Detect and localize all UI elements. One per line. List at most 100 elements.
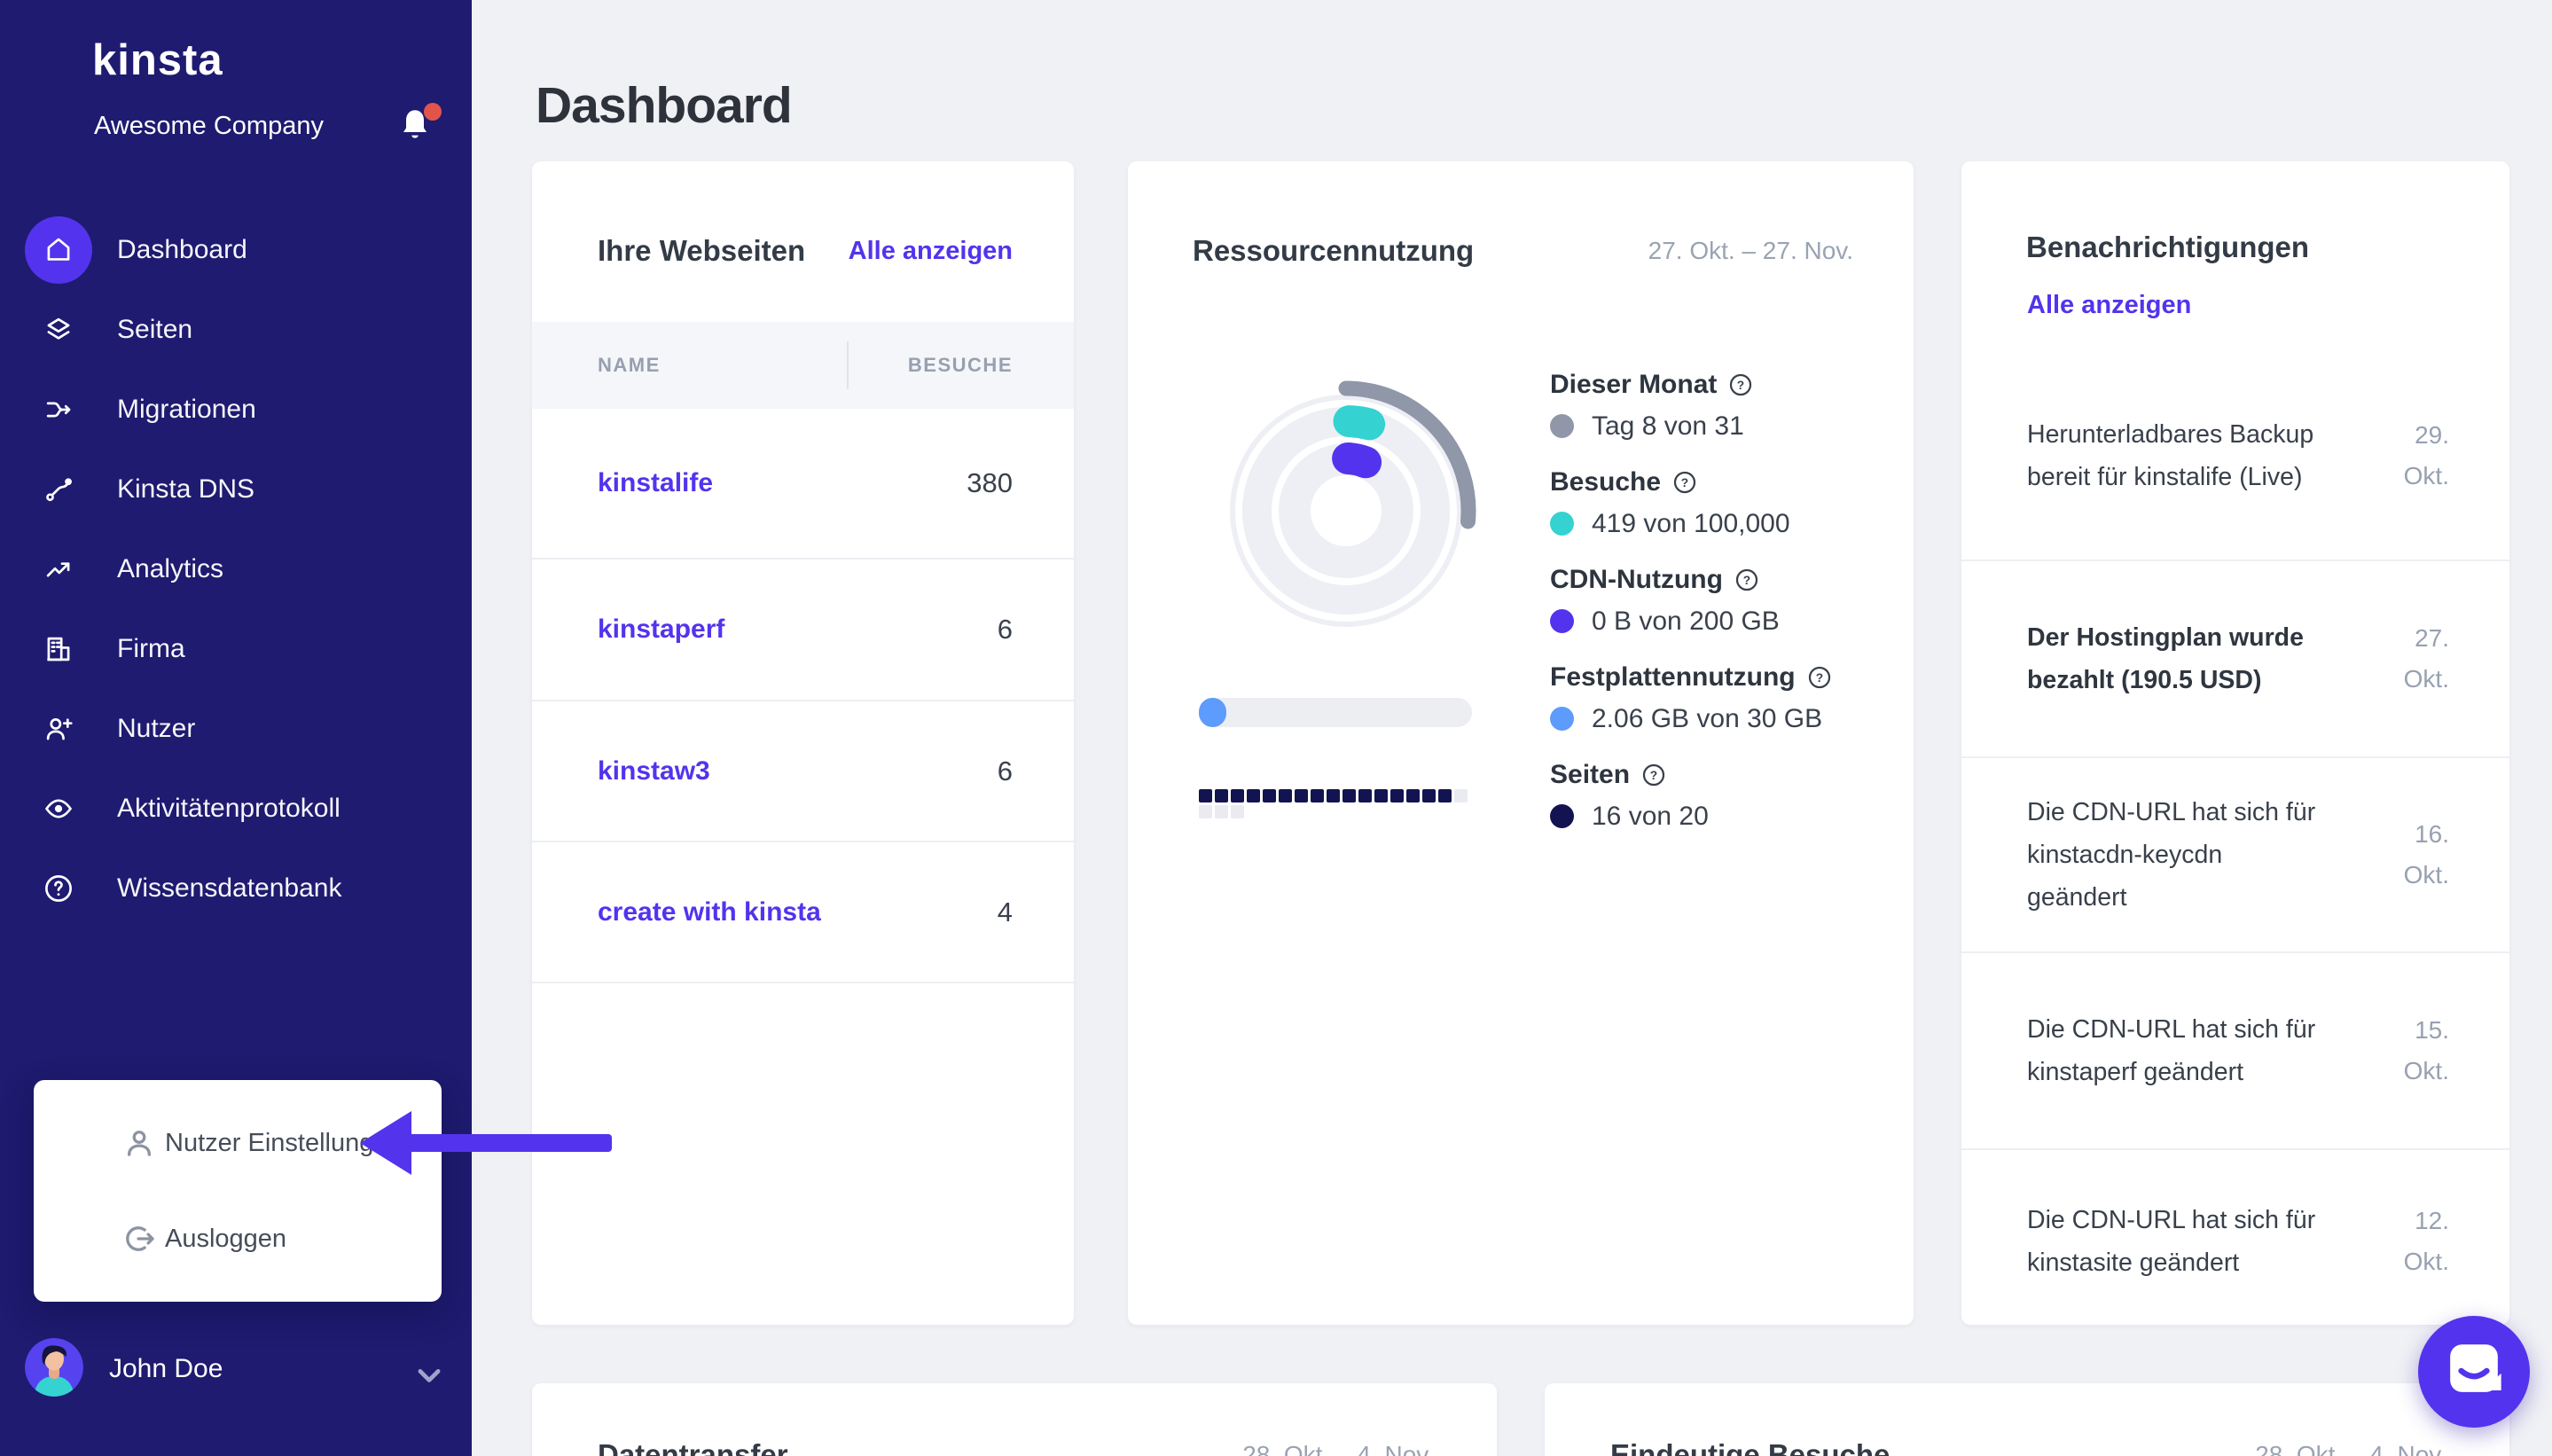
current-user-row[interactable]: John Doe (0, 1335, 472, 1419)
chevron-down-icon[interactable] (410, 1356, 449, 1399)
sidebar-item-migrationen[interactable]: Migrationen (0, 370, 472, 450)
notification-text: Die CDN-URL hat sich für kinstasite geän… (2027, 1205, 2316, 1277)
notifications-view-all-link[interactable]: Alle anzeigen (2027, 291, 2192, 319)
notification-text: Die CDN-URL hat sich für kinstacdn-keycd… (2027, 798, 2316, 912)
data-transfer-card: Datentransfer 28. Okt. – 4. Nov. (532, 1383, 1497, 1456)
site-visits: 4 (997, 896, 1013, 928)
site-link[interactable]: create with kinsta (598, 896, 821, 927)
legend-label: Besuche (1550, 466, 1662, 497)
notifications-bell-button[interactable] (394, 103, 443, 156)
legend-value: Tag 8 von 31 (1592, 411, 1744, 441)
sidebar-item-seiten[interactable]: Seiten (0, 290, 472, 370)
table-row[interactable]: kinstaw3 6 (532, 701, 1074, 842)
page-title: Dashboard (536, 77, 793, 135)
sidebar-item-wissensdatenbank[interactable]: Wissensdatenbank (0, 849, 472, 928)
notification-date: 16. Okt. (2403, 820, 2449, 888)
company-icon (25, 615, 92, 683)
disk-usage-fill (1199, 698, 1226, 727)
site-link[interactable]: kinstaw3 (598, 755, 710, 786)
logout-menu-item[interactable]: Ausloggen (34, 1199, 442, 1279)
visits-card-title: Eindeutige Besuche (1610, 1438, 1891, 1456)
migrations-icon (25, 376, 92, 443)
legend-label: CDN-Nutzung (1550, 564, 1723, 594)
svg-text:?: ? (1743, 574, 1750, 587)
site-visits: 6 (997, 755, 1013, 787)
sidebar-item-label: Firma (117, 634, 185, 663)
legend-cdn-nutzung: CDN-Nutzung ? 0 B von 200 GB (1550, 559, 1833, 642)
help-icon[interactable]: ? (1727, 372, 1754, 398)
sidebar: kinsta Awesome Company Dashboard Seiten (0, 0, 472, 1456)
site-visits: 380 (967, 467, 1013, 498)
help-icon[interactable]: ? (1734, 567, 1760, 593)
legend-dieser-monat: Dieser Monat ? Tag 8 von 31 (1550, 364, 1833, 447)
help-icon[interactable]: ? (1640, 762, 1667, 788)
legend-dot (1550, 512, 1574, 536)
cdn-arc (1332, 442, 1382, 479)
notifications-list: Herunterladbares Backup bereit für kinst… (1961, 351, 2509, 1332)
sidebar-item-kinsta-dns[interactable]: Kinsta DNS (0, 450, 472, 529)
logout-icon (126, 1226, 154, 1251)
help-icon[interactable]: ? (1671, 469, 1698, 496)
sidebar-item-aktivitaetenprotokoll[interactable]: Aktivitätenprotokoll (0, 769, 472, 849)
legend-dot (1550, 414, 1574, 438)
notification-item[interactable]: Die CDN-URL hat sich für kinstaperf geän… (1961, 953, 2509, 1150)
site-link[interactable]: kinstalife (598, 468, 714, 497)
logout-label: Ausloggen (165, 1224, 287, 1253)
kinsta-logo: kinsta (92, 36, 223, 84)
home-icon (25, 216, 92, 284)
visits-arc (1333, 405, 1386, 441)
add-user-icon (25, 695, 92, 763)
site-link[interactable]: kinstaperf (598, 614, 725, 644)
pages-squares (1199, 789, 1476, 818)
svg-text:?: ? (1737, 379, 1744, 392)
bell-icon (394, 110, 436, 153)
month-arc (1338, 380, 1476, 529)
notification-item[interactable]: Der Hostingplan wurde bezahlt (190.5 USD… (1961, 561, 2509, 758)
usage-donut-chart (1230, 380, 1476, 627)
sidebar-item-firma[interactable]: Firma (0, 609, 472, 689)
table-row[interactable]: kinstalife 380 (532, 409, 1074, 560)
avatar (25, 1338, 83, 1397)
notification-item[interactable]: Herunterladbares Backup bereit für kinst… (1961, 351, 2509, 561)
user-settings-menu-item[interactable]: Nutzer Einstellungen (34, 1103, 442, 1183)
sidebar-item-label: Aktivitätenprotokoll (117, 794, 341, 823)
notification-date: 15. Okt. (2403, 1016, 2449, 1084)
question-circle-icon (25, 855, 92, 922)
transfer-card-title: Datentransfer (598, 1438, 788, 1456)
legend-label: Festplattennutzung (1550, 661, 1796, 692)
user-name: John Doe (109, 1354, 223, 1383)
chat-fab-button[interactable] (2418, 1316, 2530, 1428)
table-row[interactable]: create with kinsta 4 (532, 842, 1074, 983)
notification-item[interactable]: Die CDN-URL hat sich für kinstacdn-keycd… (1961, 758, 2509, 953)
table-row[interactable]: kinstaperf 6 (532, 560, 1074, 701)
websites-card: Ihre Webseiten Alle anzeigen NAME BESUCH… (532, 161, 1074, 1325)
svg-text:?: ? (1815, 671, 1822, 685)
site-visits: 6 (997, 614, 1013, 645)
help-icon[interactable]: ? (1806, 664, 1833, 691)
visits-date-range: 28. Okt. – 4. Nov. (2255, 1441, 2446, 1456)
resources-date-range: 27. Okt. – 27. Nov. (1648, 237, 1853, 264)
notifications-card-title: Benachrichtigungen (2026, 231, 2310, 263)
notification-text: Die CDN-URL hat sich für kinstaperf geän… (2027, 1015, 2316, 1086)
resources-card-title: Ressourcennutzung (1193, 234, 1475, 267)
notification-item[interactable]: Die CDN-URL hat sich für kinstasite geän… (1961, 1150, 2509, 1332)
websites-view-all-link[interactable]: Alle anzeigen (848, 236, 1013, 265)
sidebar-item-analytics[interactable]: Analytics (0, 529, 472, 609)
notification-date: 27. Okt. (2403, 624, 2449, 693)
unique-visits-card: Eindeutige Besuche 28. Okt. – 4. Nov. (1545, 1383, 2509, 1456)
sidebar-nav: Dashboard Seiten Migrationen Kinsta DNS (0, 210, 472, 928)
legend-dot (1550, 707, 1574, 731)
legend-seiten: Seiten ? 16 von 20 (1550, 754, 1833, 837)
sidebar-item-dashboard[interactable]: Dashboard (0, 210, 472, 290)
pages-icon (25, 296, 92, 364)
sidebar-item-label: Seiten (117, 315, 193, 344)
sidebar-item-nutzer[interactable]: Nutzer (0, 689, 472, 769)
legend-label: Seiten (1550, 759, 1631, 789)
legend-dot (1550, 609, 1574, 633)
sidebar-item-label: Nutzer (117, 714, 196, 743)
sidebar-item-label: Migrationen (117, 395, 256, 424)
column-divider (847, 341, 849, 389)
analytics-icon (25, 536, 92, 603)
notifications-card: Benachrichtigungen Alle anzeigen Herunte… (1961, 161, 2509, 1325)
